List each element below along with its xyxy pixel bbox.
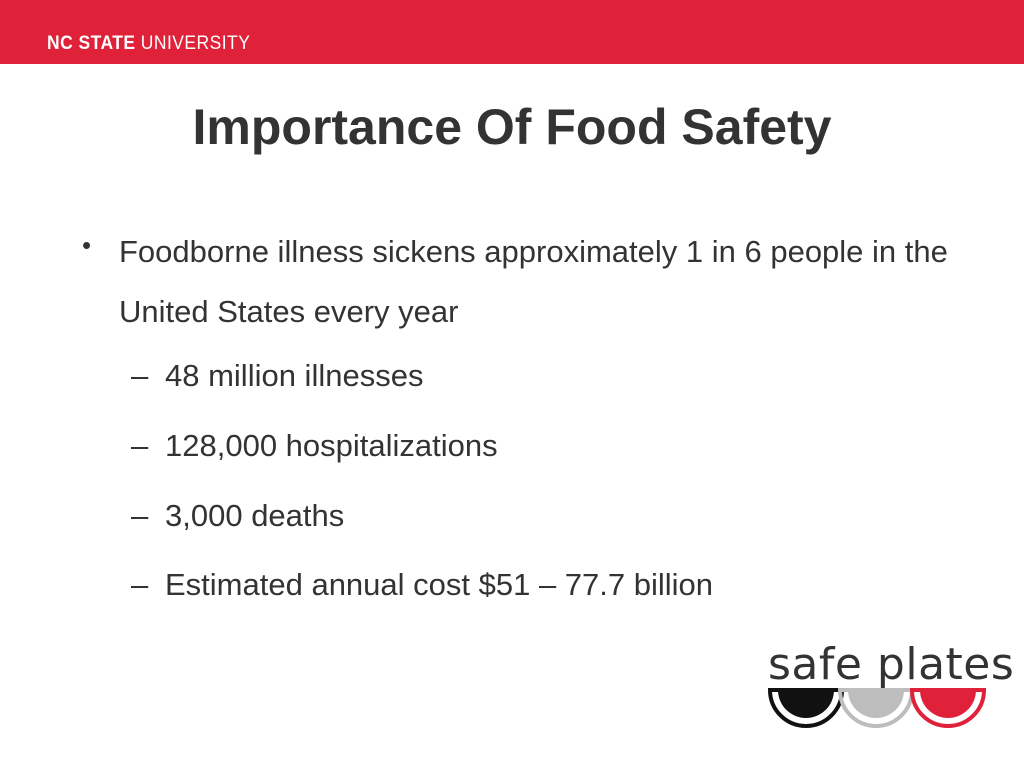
red-plate-icon [909,688,987,728]
black-plate-fill [778,690,834,718]
dash-icon: – [131,358,149,393]
bullet-dot-icon: • [82,230,92,260]
sub-bullet-text: 128,000 hospitalizations [165,428,498,463]
dash-icon: – [131,567,149,602]
logo-text: safe plates [768,639,1015,690]
dash-icon: – [131,428,149,463]
plates-icon [767,688,987,728]
slide-title: Importance Of Food Safety [192,99,832,155]
brand-regular: UNIVERSITY [140,33,251,54]
safe-plates-logo: safe plates [766,640,1014,740]
sub-bullet-text: 3,000 deaths [165,498,345,533]
university-wordmark: NC STATE UNIVERSITY [47,33,250,55]
grey-plate-icon [837,688,915,728]
header-bar: NC STATE UNIVERSITY [0,0,1024,64]
brand-bold: NC STATE [47,33,136,54]
sub-bullet: –3,000 deaths [131,496,344,536]
sub-bullet: – Estimated annual cost $51 – 77.7 billio… [131,565,713,605]
grey-plate-fill [848,690,904,718]
sub-bullet-text: 48 million illnesses [165,358,424,393]
dash-icon: – [131,498,149,533]
red-plate-fill [920,690,976,718]
bullet-main: Foodborne illness sickens approximately … [119,234,948,329]
sub-bullet: –128,000 hospitalizations [131,426,498,466]
sub-bullet-text: Estimated annual cost $51 – 77.7 billion [165,567,714,602]
sub-bullet: –48 million illnesses [131,356,423,396]
